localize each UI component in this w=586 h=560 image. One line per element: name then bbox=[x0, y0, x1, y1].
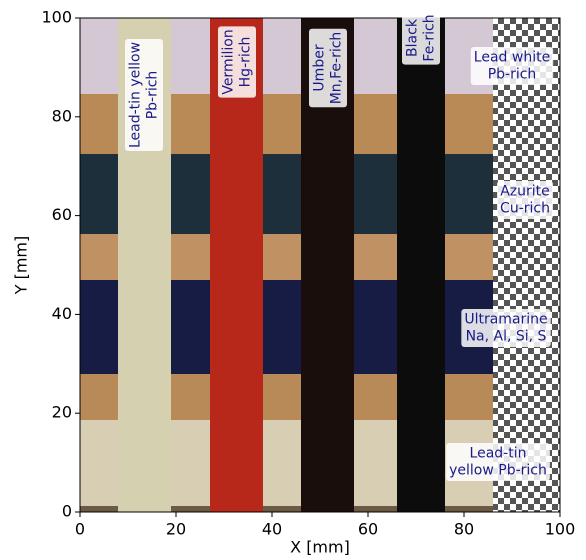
chart: X [mm] Y [mm] 0 20 40 60 80 100 0 20 40 60 80 100 Le… bbox=[0, 0, 586, 560]
y-tick-label: 60 bbox=[52, 205, 72, 224]
annotation-text: Pb-rich bbox=[145, 71, 161, 120]
annotation-text: Vermilion bbox=[221, 29, 237, 94]
y-tick-label: 20 bbox=[52, 403, 72, 422]
annotation-text: Lead-tin yellow bbox=[128, 42, 144, 148]
x-tick-label: 100 bbox=[545, 520, 576, 539]
annotation-text: Lead-tin bbox=[470, 446, 527, 462]
annotation-text: Hg-rich bbox=[238, 37, 254, 88]
annotation-text: Ultramarine bbox=[464, 312, 547, 328]
y-tick-label: 80 bbox=[52, 106, 72, 125]
x-tick-label: 60 bbox=[358, 520, 378, 539]
y-axis-label: Y [mm] bbox=[12, 236, 31, 296]
annotation-text: Black bbox=[405, 18, 421, 57]
x-tick-label: 20 bbox=[166, 520, 186, 539]
annotation-text: Cu-rich bbox=[500, 201, 550, 217]
annotation-text: Na, Al, Si, S bbox=[466, 329, 547, 345]
x-tick-label: 0 bbox=[75, 520, 85, 539]
annotation-text: Umber bbox=[312, 44, 328, 91]
x-tick-label: 80 bbox=[454, 520, 474, 539]
x-tick-label: 40 bbox=[262, 520, 282, 539]
annotation-text: Fe-rich bbox=[422, 14, 438, 61]
annotation-text: yellow Pb-rich bbox=[449, 463, 547, 479]
annotation-text: Azurite bbox=[500, 184, 550, 200]
annotation-text: Lead white bbox=[474, 50, 550, 66]
x-axis-label: X [mm] bbox=[290, 538, 350, 557]
y-tick-label: 100 bbox=[41, 8, 72, 27]
y-tick-label: 40 bbox=[52, 304, 72, 323]
annotation-text: Mn,Fe-rich bbox=[329, 32, 345, 105]
annotation-text: Pb-rich bbox=[488, 67, 537, 83]
y-tick-label: 0 bbox=[62, 502, 72, 521]
